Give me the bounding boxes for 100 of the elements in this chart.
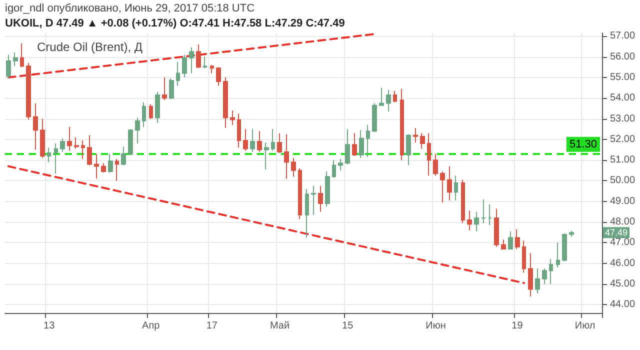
candlestick (13, 52, 18, 67)
y-tick-label: 44.00 (610, 299, 636, 310)
y-tick-label: 56.00 (610, 51, 636, 62)
candlestick (87, 134, 92, 166)
candlestick (203, 56, 207, 69)
candlestick (440, 170, 445, 203)
candlestick (345, 128, 350, 165)
candlestick (556, 242, 560, 268)
candlestick (115, 158, 119, 182)
candlestick (461, 179, 465, 224)
candlestick (121, 146, 126, 166)
y-tick-label: 57.00 (610, 30, 636, 42)
candlestick (325, 170, 330, 208)
candlestick (250, 128, 255, 152)
candlestick (26, 62, 31, 120)
candlestick (189, 46, 194, 74)
candlestick (515, 228, 520, 250)
x-tick-label: 17 (206, 320, 218, 332)
candlestick (271, 128, 275, 152)
candlestick (427, 132, 431, 176)
text: Crude Oil (Brent), Д (37, 40, 142, 54)
candlestick (386, 89, 391, 112)
candlestick (372, 102, 377, 133)
candlestick (359, 130, 364, 159)
y-tick-label: 53.00 (610, 113, 636, 124)
candlestick (54, 143, 58, 174)
candlestick (447, 166, 452, 201)
candlestick (60, 138, 65, 152)
y-tick-label: 52.00 (610, 134, 636, 145)
candlestick (243, 128, 248, 152)
candlestick (128, 128, 133, 156)
candlestick (393, 90, 397, 103)
candlestick (291, 158, 296, 178)
candlestick (176, 61, 180, 86)
candlestick (311, 185, 316, 216)
candlestick (501, 239, 506, 250)
candlestick (379, 87, 384, 106)
candlestick (155, 91, 160, 124)
candlestick (406, 134, 411, 166)
candlestick (474, 211, 479, 232)
candlestick (237, 113, 241, 148)
candlestick (528, 252, 533, 297)
candlestick (400, 88, 404, 161)
candlestick (420, 132, 425, 150)
candlestick (352, 132, 357, 156)
candlestick (535, 268, 540, 294)
candlestick (318, 185, 323, 212)
candlestick (549, 258, 553, 285)
candlestick (562, 232, 567, 262)
candlestick (338, 158, 343, 171)
candlestick (210, 64, 214, 74)
annotation: 47.49 (605, 228, 628, 238)
y-tick-label: 45.00 (610, 278, 636, 290)
candlestick (216, 66, 221, 86)
candlestick (542, 268, 547, 285)
y-tick-label: 48.00 (610, 216, 636, 228)
y-tick-label: 50.00 (610, 175, 636, 186)
x-tick-label: Июн (426, 320, 446, 332)
candlestick (47, 147, 51, 163)
candlestick (196, 44, 201, 69)
candlestick (298, 168, 302, 220)
candlestick (149, 104, 153, 120)
candlestick (101, 162, 106, 173)
candlestick (284, 134, 289, 180)
candlestick (305, 188, 309, 238)
candlestick (223, 76, 228, 129)
candlestick (508, 230, 513, 250)
candlestick (569, 230, 574, 238)
candlestick (142, 102, 146, 128)
candlestick (108, 153, 113, 173)
candlestick (74, 136, 79, 150)
candlestick (67, 126, 72, 152)
y-tick-label: 47.00 (610, 237, 636, 248)
candlestick (522, 240, 526, 274)
candlestick (366, 124, 370, 158)
candlestick (135, 117, 140, 144)
x-tick-label: 19 (512, 320, 524, 332)
candlestick (413, 128, 418, 144)
candlestick (169, 78, 174, 100)
candlestick (6, 54, 11, 79)
candlestick (33, 102, 38, 150)
text: igor_ndl опубликовано, Июнь 29, 2017 05:18 UTC (5, 2, 255, 14)
candlestick (454, 175, 458, 201)
candlestick (481, 198, 486, 224)
x-tick-label: Июл (574, 320, 596, 332)
candlestick (257, 130, 262, 152)
candlestick (81, 140, 85, 160)
y-tick-label: 51.00 (610, 154, 636, 166)
candlestick (332, 160, 336, 178)
candlestick (433, 153, 438, 176)
x-tick-label: 15 (342, 320, 354, 332)
x-tick-label: 13 (44, 320, 56, 332)
ref-line-label: 51.30 (569, 138, 597, 150)
candlestick (494, 208, 499, 248)
candlestick (488, 204, 492, 226)
candlestick (277, 132, 282, 154)
y-tick-label: 49.00 (610, 196, 636, 207)
candlestick (264, 142, 269, 170)
x-tick-label: Апр (142, 320, 160, 332)
candlestick (467, 210, 472, 231)
